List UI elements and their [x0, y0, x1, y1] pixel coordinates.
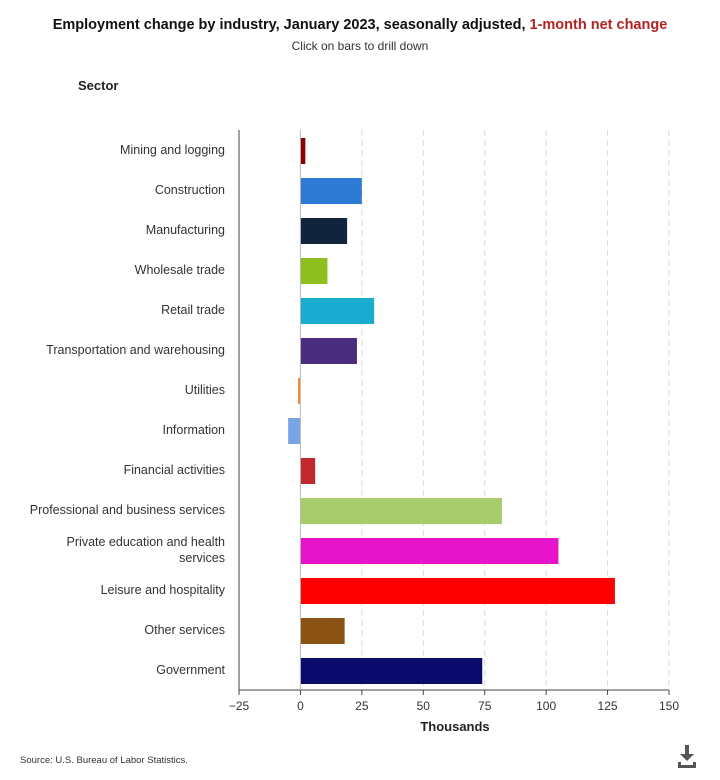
bar-wholesale-trade[interactable]: [300, 258, 328, 284]
download-icon[interactable]: [676, 744, 698, 768]
x-tick-label: 50: [417, 699, 431, 713]
chart-title-highlight: 1-month net change: [529, 17, 668, 33]
category-label: Retail trade: [161, 303, 225, 317]
bar-government[interactable]: [300, 658, 483, 684]
chart-subtitle: Click on bars to drill down: [291, 39, 429, 53]
bar-construction[interactable]: [300, 178, 362, 204]
x-tick-label: 150: [659, 699, 679, 713]
source-note: Source: U.S. Bureau of Labor Statistics.: [20, 755, 188, 766]
category-label: Professional and business services: [29, 503, 225, 517]
bar-transportation-and-warehousing[interactable]: [300, 338, 357, 364]
bar-private-education-and-health-services[interactable]: [300, 538, 559, 564]
x-tick-label: 100: [536, 699, 556, 713]
category-label: Mining and logging: [120, 143, 225, 157]
x-tick-label: 25: [355, 699, 369, 713]
category-label: Other services: [144, 623, 225, 637]
bar-other-services[interactable]: [300, 618, 345, 644]
category-axis-title: Sector: [78, 78, 119, 93]
category-label: Financial activities: [123, 463, 225, 477]
category-label: Transportation and warehousing: [46, 343, 225, 357]
bar-manufacturing[interactable]: [300, 218, 348, 244]
x-axis-title: Thousands: [420, 719, 489, 734]
bar-professional-and-business-services[interactable]: [300, 498, 502, 524]
category-label: Manufacturing: [145, 223, 225, 237]
x-tick-label: 125: [598, 699, 618, 713]
category-label: Private education and health services: [66, 535, 225, 565]
category-label: Construction: [154, 183, 225, 197]
chart-title-main: Employment change by industry, January 2…: [52, 17, 530, 33]
bar-information[interactable]: [288, 418, 301, 444]
bar-retail-trade[interactable]: [300, 298, 375, 324]
x-tick-label: 75: [478, 699, 492, 713]
x-tick-label: −25: [229, 699, 250, 713]
chart-title: Employment change by industry, January 2…: [0, 17, 720, 33]
category-label: Government: [156, 663, 225, 677]
bar-financial-activities[interactable]: [300, 458, 316, 484]
category-label: Information: [162, 423, 225, 437]
category-label: Utilities: [184, 383, 225, 397]
bar-leisure-and-hospitality[interactable]: [300, 578, 615, 604]
bar-utilities[interactable]: [297, 378, 301, 404]
category-label: Wholesale trade: [134, 263, 225, 277]
bar-mining-and-logging[interactable]: [300, 138, 306, 164]
x-tick-label: 0: [297, 699, 304, 713]
category-label: Leisure and hospitality: [100, 583, 225, 597]
